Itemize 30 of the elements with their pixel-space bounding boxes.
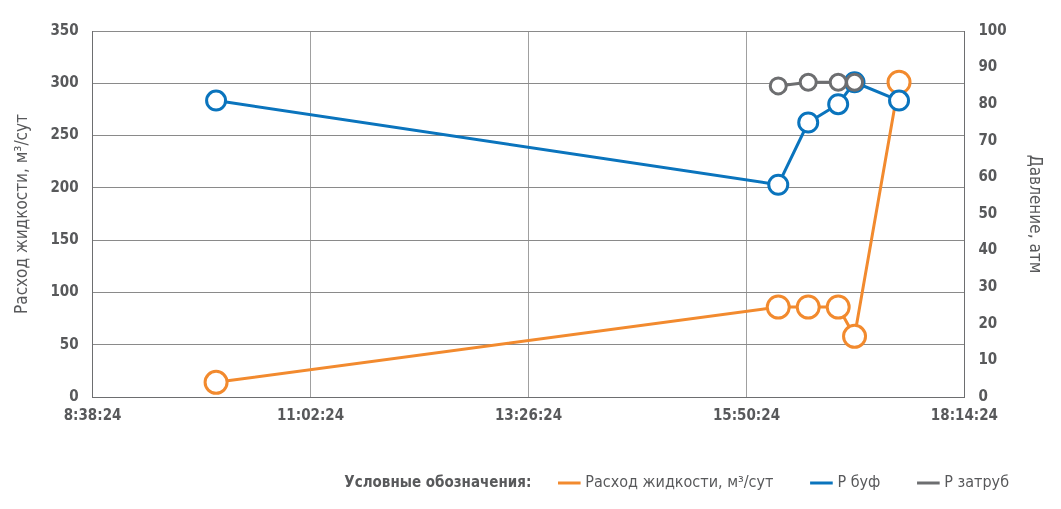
legend-label: Р буф: [837, 472, 881, 492]
x-tick-label: 11:02:24: [276, 405, 345, 424]
y2-tick-label: 40: [978, 240, 998, 259]
y-axis-title: Расход жидкости, м³/сут: [10, 113, 31, 314]
y2-tick-label: 10: [978, 350, 998, 369]
y-tick-label: 50: [59, 334, 79, 353]
y2-tick-label: 30: [978, 277, 998, 296]
y2-tick-label: 60: [978, 167, 998, 186]
y2-tick-label: 80: [978, 94, 998, 113]
y-tick-label: 250: [50, 125, 79, 144]
legend-label: Р затруб: [944, 472, 1010, 492]
y2-tick-label: 0: [978, 386, 988, 405]
y-tick-label: 100: [50, 282, 79, 301]
y-tick-label: 0: [69, 386, 79, 405]
y2-tick-label: 100: [978, 20, 1007, 39]
x-tick-label: 13:26:24: [494, 405, 563, 424]
legend-label: Расход жидкости, м³/сут: [585, 472, 774, 492]
x-tick-label: 8:38:24: [63, 405, 122, 424]
y2-tick-label: 70: [978, 130, 998, 149]
y2-tick-label: 90: [978, 57, 998, 76]
y2-tick-label: 50: [978, 203, 998, 222]
x-tick-label: 18:14:24: [930, 405, 998, 424]
y-tick-label: 200: [50, 177, 79, 196]
y2-tick-label: 20: [978, 313, 998, 332]
x-tick-label: 15:50:24: [712, 405, 781, 424]
y-tick-label: 300: [50, 73, 79, 92]
y-tick-label: 350: [50, 20, 79, 39]
y2-axis-title: Давление, атм: [1026, 154, 1047, 274]
y-tick-label: 150: [50, 230, 79, 249]
legend-title: Условные обозначения:: [344, 472, 532, 491]
